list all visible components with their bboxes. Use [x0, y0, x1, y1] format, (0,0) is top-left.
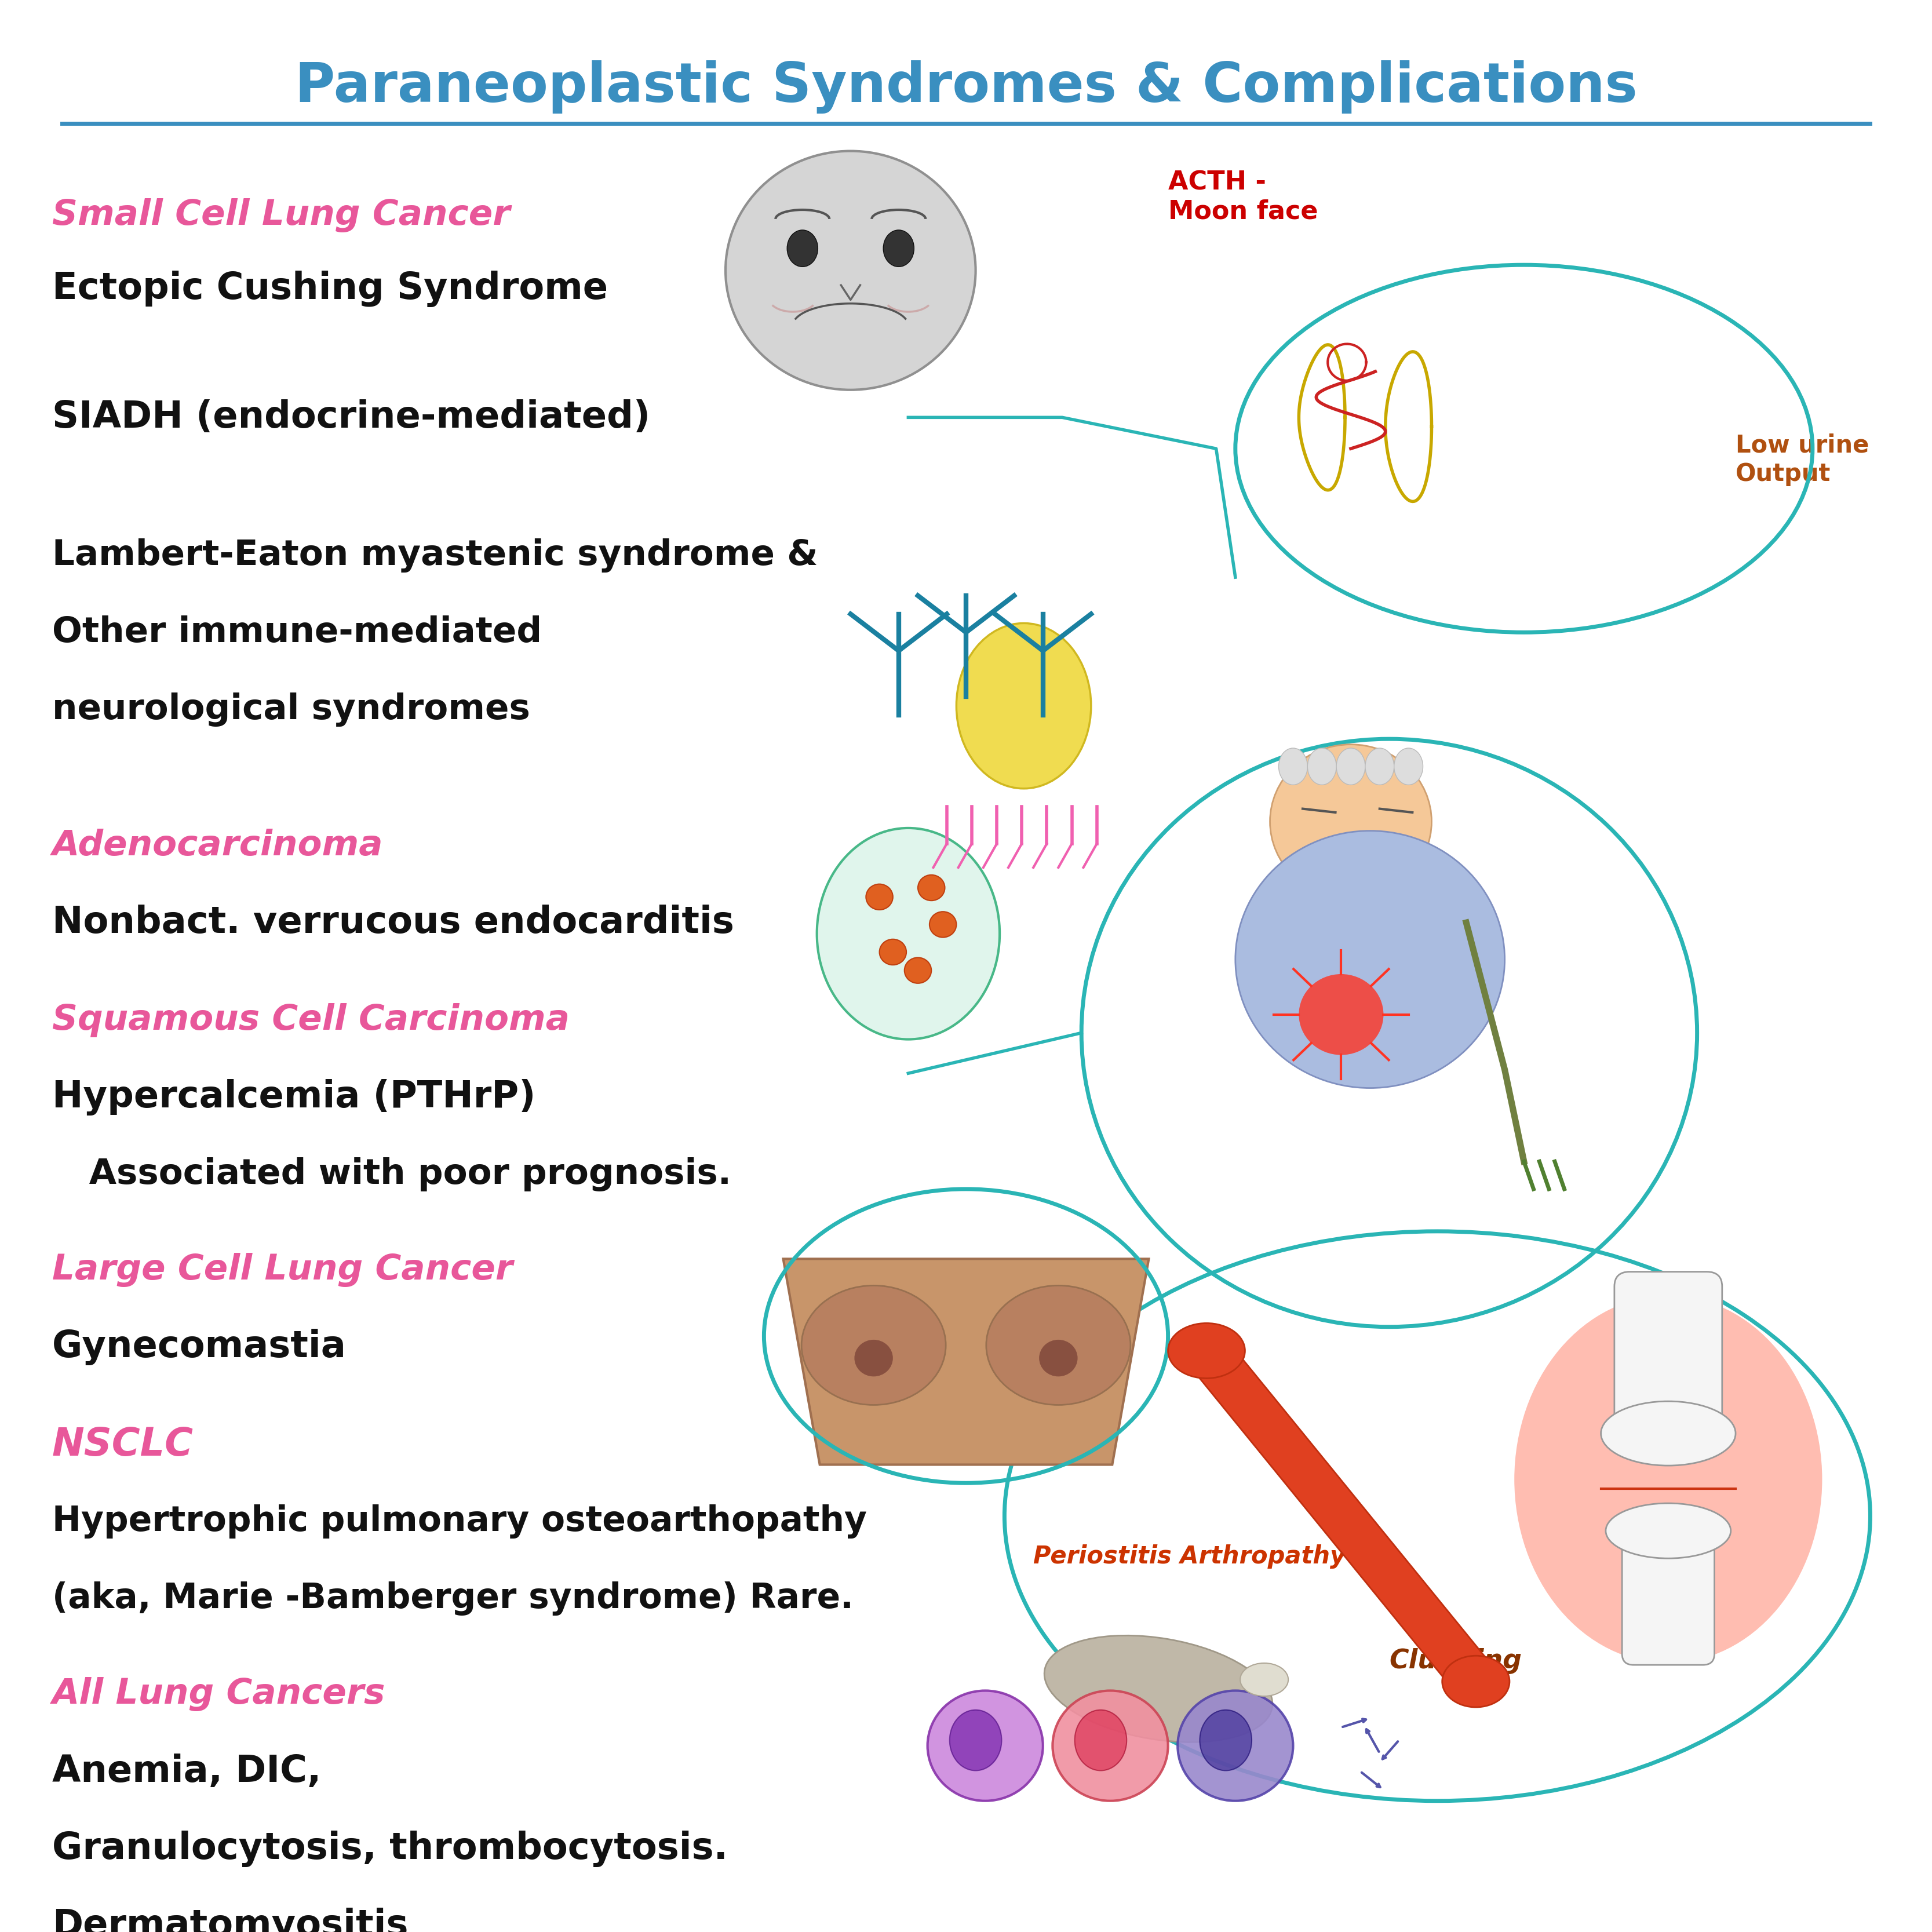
Text: Hypercalcemia (PTHrP): Hypercalcemia (PTHrP) [52, 1078, 535, 1115]
Circle shape [1269, 744, 1432, 898]
Ellipse shape [1235, 831, 1505, 1088]
FancyBboxPatch shape [1623, 1519, 1714, 1665]
Ellipse shape [1515, 1296, 1822, 1663]
Circle shape [918, 875, 945, 900]
Text: Paraneoplastic Syndromes & Complications: Paraneoplastic Syndromes & Complications [296, 60, 1636, 114]
Circle shape [929, 912, 956, 937]
Ellipse shape [1441, 1656, 1509, 1708]
Text: Small Cell Lung Cancer: Small Cell Lung Cancer [52, 199, 510, 232]
Ellipse shape [817, 829, 999, 1039]
Text: Anemia, DIC,: Anemia, DIC, [52, 1754, 321, 1789]
Circle shape [866, 885, 893, 910]
Text: Dermatomyositis: Dermatomyositis [52, 1907, 408, 1932]
Text: Lambert-Eaton myastenic syndrome &: Lambert-Eaton myastenic syndrome & [52, 539, 817, 572]
Text: Gynecomastia: Gynecomastia [52, 1329, 346, 1366]
Ellipse shape [956, 624, 1092, 788]
Ellipse shape [1602, 1401, 1735, 1466]
Ellipse shape [1337, 748, 1366, 784]
Text: Clubbing: Clubbing [1389, 1648, 1522, 1675]
Text: NSCLC: NSCLC [52, 1426, 193, 1464]
Ellipse shape [1308, 748, 1337, 784]
Ellipse shape [1045, 1636, 1273, 1743]
Ellipse shape [1605, 1503, 1731, 1559]
Text: Adenocarcinoma: Adenocarcinoma [52, 829, 383, 862]
Circle shape [1298, 974, 1383, 1055]
Text: SIADH (endocrine-mediated): SIADH (endocrine-mediated) [52, 400, 651, 435]
Text: Associated with poor prognosis.: Associated with poor prognosis. [52, 1157, 732, 1192]
Circle shape [854, 1339, 893, 1376]
Ellipse shape [1074, 1710, 1126, 1770]
Text: Granulocytosis, thrombocytosis.: Granulocytosis, thrombocytosis. [52, 1830, 728, 1866]
Ellipse shape [802, 1285, 947, 1405]
Circle shape [1179, 1690, 1293, 1801]
Ellipse shape [951, 1710, 1001, 1770]
FancyBboxPatch shape [1615, 1271, 1721, 1449]
Circle shape [1039, 1339, 1078, 1376]
Ellipse shape [883, 230, 914, 267]
Circle shape [927, 1690, 1043, 1801]
Circle shape [879, 939, 906, 964]
Ellipse shape [1240, 1663, 1289, 1696]
Circle shape [904, 958, 931, 983]
Text: Other immune-mediated: Other immune-mediated [52, 614, 541, 649]
Ellipse shape [1200, 1710, 1252, 1770]
Ellipse shape [726, 151, 976, 390]
Circle shape [1053, 1690, 1169, 1801]
Text: All Lung Cancers: All Lung Cancers [52, 1677, 386, 1712]
Text: Nonbact. verrucous endocarditis: Nonbact. verrucous endocarditis [52, 904, 734, 941]
Polygon shape [782, 1260, 1150, 1464]
Polygon shape [1188, 1337, 1493, 1694]
Text: Hypertrophic pulmonary osteoarthopathy: Hypertrophic pulmonary osteoarthopathy [52, 1505, 867, 1538]
Text: ACTH -
Moon face: ACTH - Moon face [1169, 170, 1318, 224]
Ellipse shape [985, 1285, 1130, 1405]
Text: Low urine
Output: Low urine Output [1735, 433, 1868, 487]
Ellipse shape [1279, 748, 1308, 784]
Ellipse shape [1169, 1323, 1244, 1378]
Text: neurological syndromes: neurological syndromes [52, 692, 529, 726]
Text: Squamous Cell Carcinoma: Squamous Cell Carcinoma [52, 1003, 570, 1037]
Text: Periostitis Arthropathy: Periostitis Arthropathy [1034, 1544, 1347, 1569]
Text: (aka, Marie -Bamberger syndrome) Rare.: (aka, Marie -Bamberger syndrome) Rare. [52, 1582, 854, 1615]
Ellipse shape [786, 230, 817, 267]
Text: Large Cell Lung Cancer: Large Cell Lung Cancer [52, 1252, 512, 1287]
Ellipse shape [1395, 748, 1424, 784]
Text: Ectopic Cushing Syndrome: Ectopic Cushing Syndrome [52, 270, 609, 307]
Ellipse shape [1366, 748, 1395, 784]
